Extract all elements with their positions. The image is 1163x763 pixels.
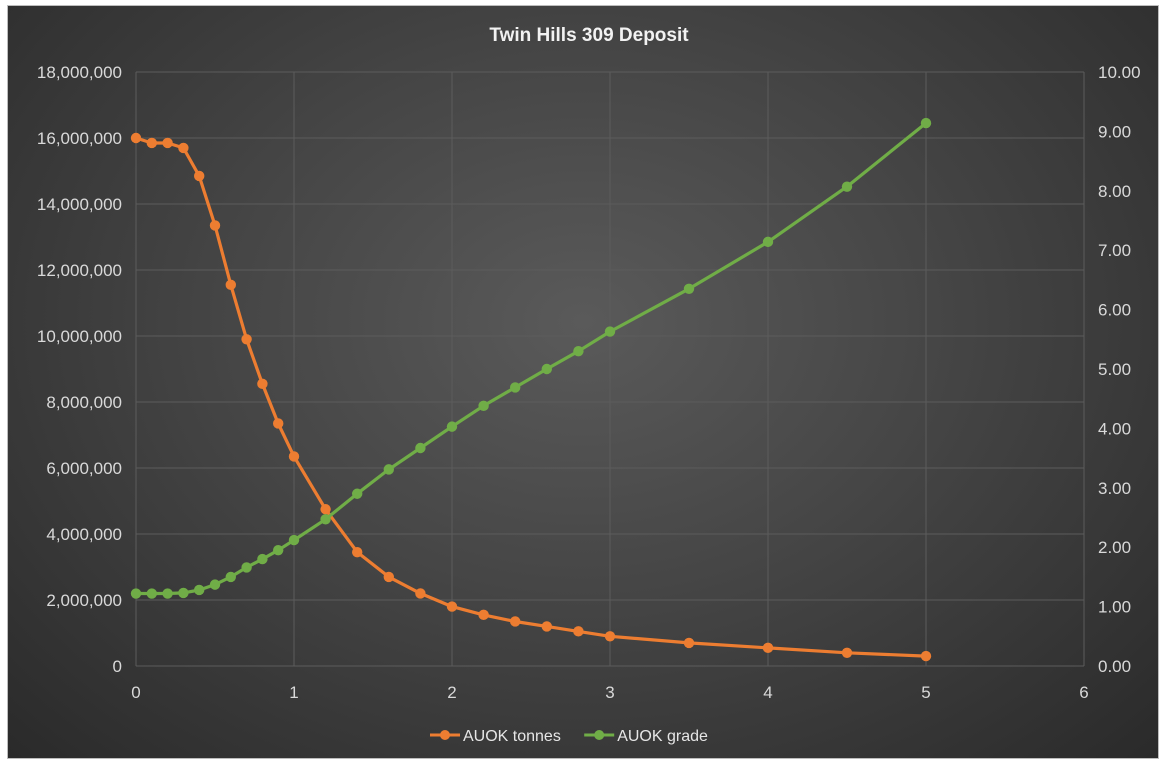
y-right-tick-label: 4.00 <box>1098 419 1131 438</box>
auok-tonnes-point <box>194 170 205 182</box>
y-right-tick-label: 3.00 <box>1098 479 1131 498</box>
legend: AUOK tonnes AUOK grade <box>430 728 708 745</box>
auok-grade-point <box>257 553 268 565</box>
auok-tonnes-point <box>288 451 300 462</box>
auok-tonnes-point <box>273 418 284 429</box>
y-right-tick-label: 0.00 <box>1098 657 1131 676</box>
auok-tonnes-point <box>162 137 173 149</box>
auok-tonnes-point <box>130 132 142 144</box>
y-right-tick-label: 7.00 <box>1098 241 1131 260</box>
y-right-tick-label: 9.00 <box>1098 122 1131 141</box>
series-layer <box>130 117 932 662</box>
y-right-tick-label: 8.00 <box>1098 182 1131 201</box>
auok-tonnes-point <box>415 588 426 599</box>
axis-layer: 0 2,000,000 4,000,000 6,000,000 8,000,000 10,… <box>37 63 1141 702</box>
legend-label: AUOK tonnes <box>463 728 561 745</box>
y-left-tick-label: 0 <box>113 657 122 676</box>
x-tick-label: 6 <box>1079 683 1088 702</box>
auok-tonnes-point <box>446 601 458 612</box>
x-tick-label: 5 <box>921 683 930 702</box>
y-right-tick-label: 5.00 <box>1098 360 1131 379</box>
y-left-tick-label: 8,000,000 <box>46 393 122 412</box>
auok-tonnes-point <box>178 142 189 154</box>
auok-tonnes-point <box>478 609 489 621</box>
auok-tonnes-point <box>257 378 268 390</box>
auok-tonnes-point <box>352 546 363 558</box>
auok-grade-point <box>478 400 489 412</box>
auok-grade-point <box>209 579 221 590</box>
auok-tonnes-point <box>841 647 853 658</box>
auok-grade-point <box>146 588 157 599</box>
y-left-tick-label: 2,000,000 <box>46 591 122 610</box>
y-right-tick-label: 6.00 <box>1098 301 1131 320</box>
x-tick-label: 2 <box>447 683 456 702</box>
x-tick-label: 1 <box>289 683 298 702</box>
auok-grade-point <box>920 117 932 129</box>
auok-grade-point <box>604 326 616 337</box>
auok-grade-point <box>288 534 300 546</box>
chart-title: Twin Hills 309 Deposit <box>489 25 689 46</box>
y-left-tick-label: 12,000,000 <box>37 261 122 280</box>
y-left-tick-label: 14,000,000 <box>37 195 122 214</box>
auok-tonnes-point <box>510 616 521 627</box>
y-right-tick-label: 2.00 <box>1098 538 1131 557</box>
x-tick-label: 4 <box>763 683 772 702</box>
y-right-tick-label: 10.00 <box>1098 63 1141 82</box>
chart-svg: 0 2,000,000 4,000,000 6,000,000 8,000,000 10,… <box>37 25 1141 745</box>
auok-grade-point <box>241 562 252 573</box>
legend-swatch-marker <box>594 730 605 740</box>
y-left-tick-label: 18,000,000 <box>37 63 122 82</box>
auok-grade-point <box>383 464 394 475</box>
auok-grade-point <box>162 588 173 599</box>
auok-tonnes-point <box>383 571 394 583</box>
legend-swatch-marker <box>440 730 450 740</box>
y-left-tick-label: 16,000,000 <box>37 129 122 148</box>
auok-grade-point <box>541 363 552 375</box>
legend-item-auok-grade: AUOK grade <box>584 728 708 745</box>
auok-tonnes-point <box>146 137 157 149</box>
grid-layer <box>135 71 1085 667</box>
auok-grade-point <box>320 514 331 525</box>
auok-grade-point <box>446 421 458 432</box>
auok-tonnes-point <box>604 631 616 642</box>
auok-grade-point <box>225 571 236 583</box>
chart-frame: 0 2,000,000 4,000,000 6,000,000 8,000,000 10,… <box>7 5 1159 759</box>
auok-grade-point <box>130 588 142 599</box>
legend-label: AUOK grade <box>617 728 708 745</box>
auok-tonnes-point <box>541 621 552 632</box>
auok-grade-point <box>194 584 205 596</box>
auok-grade-point <box>510 382 521 393</box>
auok-grade-point <box>683 283 695 295</box>
auok-tonnes-point <box>683 637 695 649</box>
auok-grade-point <box>573 345 584 357</box>
auok-grade-point <box>841 181 853 192</box>
y-left-tick-label: 10,000,000 <box>37 327 122 346</box>
y-left-tick-label: 4,000,000 <box>46 525 122 544</box>
auok-grade-point <box>762 236 774 248</box>
auok-tonnes-point <box>573 626 584 637</box>
auok-grade-point <box>273 544 284 556</box>
auok-tonnes-point <box>209 220 221 231</box>
auok-tonnes-point <box>241 334 252 345</box>
auok-grade-point <box>415 442 426 454</box>
y-left-tick-label: 6,000,000 <box>46 459 122 478</box>
y-right-tick-label: 1.00 <box>1098 598 1131 617</box>
auok-tonnes-point <box>920 650 932 662</box>
auok-tonnes-point <box>762 642 774 654</box>
auok-tonnes-point <box>225 279 236 291</box>
auok-grade-point <box>352 488 363 499</box>
x-tick-label: 3 <box>605 683 614 702</box>
legend-item-auok-tonnes: AUOK tonnes <box>430 728 561 745</box>
auok-grade-point <box>178 587 189 599</box>
x-tick-label: 0 <box>131 683 140 702</box>
auok-tonnes-point <box>320 504 331 515</box>
